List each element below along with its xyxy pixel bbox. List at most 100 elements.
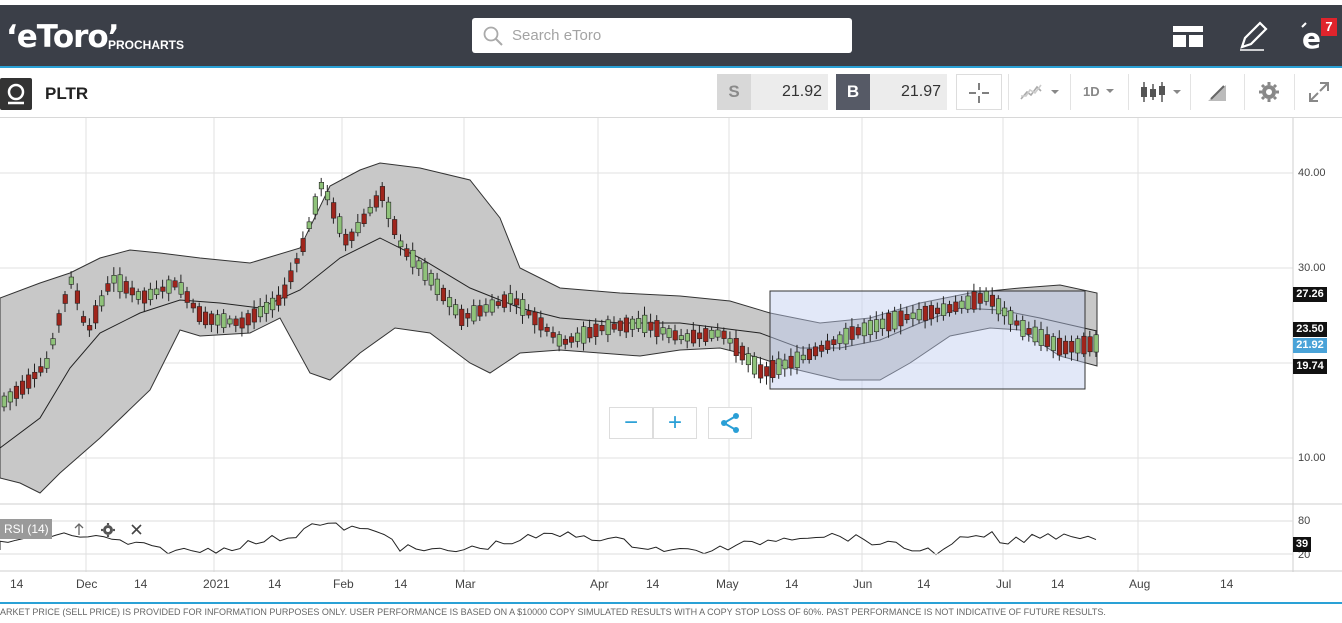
candle-body [1044, 334, 1050, 347]
candle-body [123, 281, 129, 294]
candle-body [910, 312, 916, 319]
drawing-tools-icon [1208, 85, 1226, 101]
price-tag-lower-band: 19.74 [1293, 359, 1327, 374]
candle-body [739, 345, 745, 361]
candle-body [50, 338, 56, 346]
etoro-notifications-icon[interactable]: e [1298, 19, 1332, 53]
candle-body [776, 358, 782, 375]
candle-body [709, 329, 715, 339]
etoro-logo[interactable]: ‘eToro’ [6, 19, 119, 55]
candle-body [782, 359, 788, 370]
compare-chart-icon [1020, 84, 1059, 100]
close-icon[interactable] [130, 523, 143, 536]
timeframe-select[interactable]: 1D [1070, 74, 1126, 110]
price-tag-current: 21.92 [1293, 338, 1327, 353]
share-button[interactable] [708, 407, 752, 439]
x-tick-label: Jun [853, 577, 873, 591]
edit-pencil-icon[interactable] [1236, 19, 1270, 53]
x-tick-label: Jul [996, 577, 1012, 591]
candle-body [87, 325, 93, 331]
rsi-lower-level: 20 [1298, 549, 1311, 561]
search-icon [483, 26, 503, 46]
crosshair-button[interactable] [956, 74, 1002, 110]
procharts-label: PROCHARTS [108, 38, 185, 52]
x-tick-label: 14 [134, 577, 148, 591]
candle-body [1075, 338, 1081, 354]
candle-body [947, 304, 953, 313]
candle-body [215, 314, 221, 326]
candle-body [111, 275, 117, 284]
search-input[interactable] [512, 18, 842, 53]
price-tag-upper-band: 27.26 [1293, 287, 1327, 302]
candle-body [245, 313, 251, 326]
rsi-settings-gear-icon[interactable] [100, 522, 116, 538]
candle-body [355, 222, 361, 234]
candle-body [477, 305, 483, 317]
candle-body [300, 238, 306, 252]
zoom-out-button[interactable]: − [609, 407, 653, 439]
candle-body [983, 291, 989, 302]
candle-body [1026, 328, 1032, 335]
candle-body [489, 299, 495, 313]
candle-body [1087, 336, 1093, 353]
candle-body [178, 282, 184, 295]
candle-body [794, 351, 800, 369]
x-tick-label: Apr [590, 577, 609, 591]
candle-body [721, 330, 727, 339]
chart-canvas[interactable] [0, 118, 1342, 572]
candle-body [306, 221, 312, 229]
rsi-indicator-label[interactable]: RSI (14) [0, 519, 52, 539]
candle-body [629, 318, 636, 330]
chart-type-select[interactable] [1128, 74, 1188, 110]
candle-body [117, 274, 123, 293]
rsi-value-tag: 39 [1293, 537, 1311, 552]
candle-body [764, 366, 770, 377]
price-chart[interactable] [0, 118, 1342, 572]
zoom-in-button[interactable]: + [653, 407, 697, 439]
candle-body [209, 313, 215, 325]
candle-body [184, 291, 190, 303]
instrument-logo-icon [0, 78, 32, 110]
candle-body [26, 374, 32, 389]
fullscreen-button[interactable] [1294, 74, 1342, 110]
settings-button[interactable] [1244, 74, 1292, 110]
move-up-icon[interactable] [72, 522, 86, 536]
instrument-name[interactable]: PLTR [45, 84, 89, 103]
candle-body [428, 273, 434, 286]
candle-body [154, 288, 160, 295]
search-box[interactable] [472, 18, 852, 53]
x-tick-label: 14 [394, 577, 408, 591]
candle-body [263, 302, 270, 314]
candle-body [758, 364, 764, 379]
svg-text:e: e [1302, 22, 1321, 53]
candle-body [556, 334, 562, 347]
chart-toolbar: PLTR S 21.92 B 21.97 1D [0, 68, 1342, 118]
candle-body [605, 319, 611, 336]
candle-body [587, 327, 593, 339]
candle-body [873, 319, 880, 333]
candle-body [105, 283, 111, 292]
candle-body [1038, 329, 1044, 346]
price-tag-middle-band: 23.50 [1293, 322, 1327, 337]
sell-button[interactable]: S 21.92 [717, 74, 828, 110]
candle-body [1063, 340, 1069, 355]
footer: ARKET PRICE (SELL PRICE) IS PROVIDED FOR… [0, 602, 1342, 623]
expand-icon [1309, 82, 1329, 102]
candle-body [959, 300, 965, 309]
layout-grid-icon[interactable] [1171, 19, 1205, 53]
candle-body [520, 299, 526, 316]
candle-body [861, 322, 867, 337]
candle-body [672, 330, 678, 341]
candle-body [257, 306, 264, 318]
candle-body [190, 302, 196, 309]
candle-body [416, 260, 422, 270]
disclaimer-text: ARKET PRICE (SELL PRICE) IS PROVIDED FOR… [0, 607, 1106, 617]
candle-body [129, 287, 135, 296]
drawing-tools-button[interactable] [1190, 74, 1242, 110]
compare-button[interactable] [1008, 74, 1068, 110]
x-tick-label: Feb [333, 577, 354, 591]
candle-body [995, 298, 1002, 315]
candle-body [99, 295, 105, 307]
candle-body [465, 313, 471, 319]
buy-button[interactable]: B 21.97 [836, 74, 947, 110]
